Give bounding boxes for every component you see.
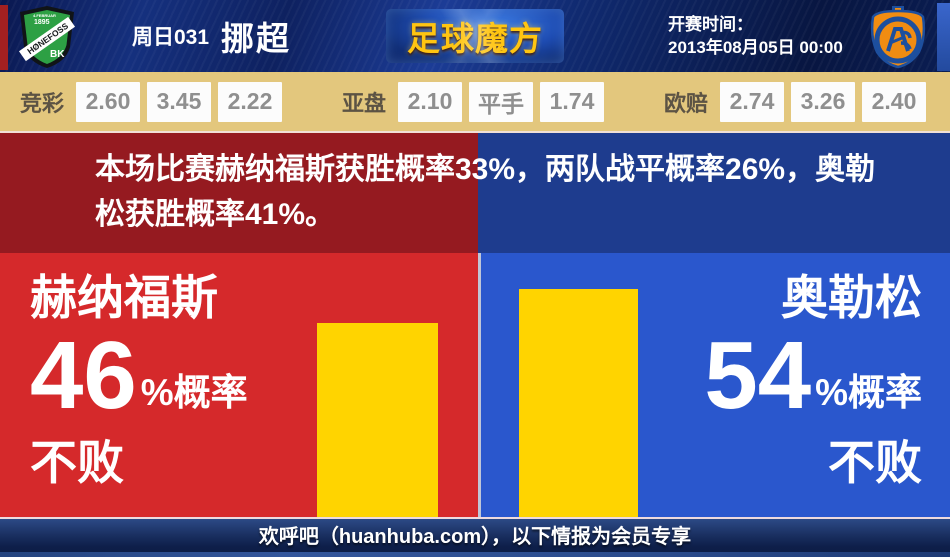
honefoss-crest-icon: 4.FEBRUAR 1895 HØNEFOSS BK (18, 6, 76, 68)
prediction-summary: 本场比赛赫纳福斯获胜概率33%，两队战平概率26%，奥勒松获胜概率41%。 (95, 153, 876, 231)
away-bar (519, 289, 638, 517)
away-team-block: 奥勒松 54 %概率 不败 (704, 269, 922, 491)
footer-banner: 欢呼吧（huanhuba.com），以下情报为会员专享 (0, 517, 950, 557)
home-pct-value: 46 (30, 322, 137, 429)
odds-value: 3.26 (790, 81, 855, 122)
away-result-label: 不败 (828, 436, 922, 489)
home-team-block: 赫纳福斯 46 %概率 不败 (30, 269, 248, 491)
odds-value: 3.45 (147, 81, 212, 122)
home-team-name: 赫纳福斯 (30, 271, 218, 324)
kickoff-label: 开赛时间： (668, 15, 753, 34)
crest-suffix: BK (50, 49, 65, 60)
team-halves: 赫纳福斯 46 %概率 不败 奥勒松 54 %概率 不败 (0, 253, 950, 517)
league-name: 挪超 (221, 20, 292, 57)
crest-top-line: 4.FEBRUAR (33, 13, 56, 18)
header-bar: 4.FEBRUAR 1895 HØNEFOSS BK 周日031 挪超 足球魔方… (0, 0, 950, 72)
away-team-name: 奥勒松 (781, 271, 922, 324)
odds-group-yapan: 亚盘 2.10 平手 1.74 (341, 81, 604, 122)
crest-year: 1895 (34, 19, 50, 26)
away-half: 奥勒松 54 %概率 不败 (481, 253, 950, 517)
odds-bar: 竞彩 2.60 3.45 2.22 亚盘 2.10 平手 1.74 欧赔 2.7… (0, 72, 950, 133)
odds-value: 2.40 (861, 81, 926, 122)
away-pct-row: 54 %概率 (704, 322, 922, 429)
odds-label: 竞彩 (20, 90, 65, 116)
home-team-crest: 4.FEBRUAR 1895 HØNEFOSS BK (16, 5, 78, 74)
site-logo: 足球魔方 (386, 9, 564, 63)
home-pct-suffix: %概率 (140, 372, 248, 413)
away-pct-value: 54 (704, 322, 812, 429)
prediction-strip (0, 133, 950, 253)
odds-group-oupei: 欧赔 2.74 3.26 2.40 (663, 81, 926, 122)
footer-text: 欢呼吧（huanhuba.com），以下情报为会员专享 (258, 525, 692, 548)
kickoff-time-block: 开赛时间： 2013年08月05日 00:00 (668, 13, 843, 59)
home-pct-row: 46 %概率 (30, 322, 248, 429)
away-pct-suffix: %概率 (815, 372, 922, 413)
home-bar (317, 323, 438, 517)
home-accent-strip (0, 5, 8, 70)
odds-group-jingcai: 竞彩 2.60 3.45 2.22 (20, 81, 283, 122)
site-logo-text: 足球魔方 (407, 20, 543, 57)
odds-label: 亚盘 (341, 90, 386, 116)
home-result-label: 不败 (30, 436, 124, 489)
aalesund-crest-icon (870, 6, 926, 69)
odds-value: 2.74 (719, 81, 784, 122)
match-info: 周日031 挪超 (132, 0, 291, 72)
match-number: 周日031 (132, 26, 210, 49)
away-accent-strip (937, 3, 950, 71)
odds-label: 欧赔 (663, 90, 708, 116)
bottom-strip (0, 552, 950, 557)
odds-value: 2.60 (76, 81, 141, 122)
half-divider (478, 253, 481, 517)
kickoff-datetime: 2013年08月05日 00:00 (668, 38, 843, 57)
odds-value: 平手 (469, 81, 533, 122)
home-half: 赫纳福斯 46 %概率 不败 (0, 253, 478, 517)
odds-value: 1.74 (540, 81, 604, 122)
odds-value: 2.22 (218, 81, 283, 122)
comparison-panel: 本场比赛赫纳福斯获胜概率33%，两队战平概率26%，奥勒松获胜概率41%。 赫纳… (0, 133, 950, 517)
away-team-crest (868, 5, 928, 74)
odds-value: 2.10 (398, 81, 462, 122)
